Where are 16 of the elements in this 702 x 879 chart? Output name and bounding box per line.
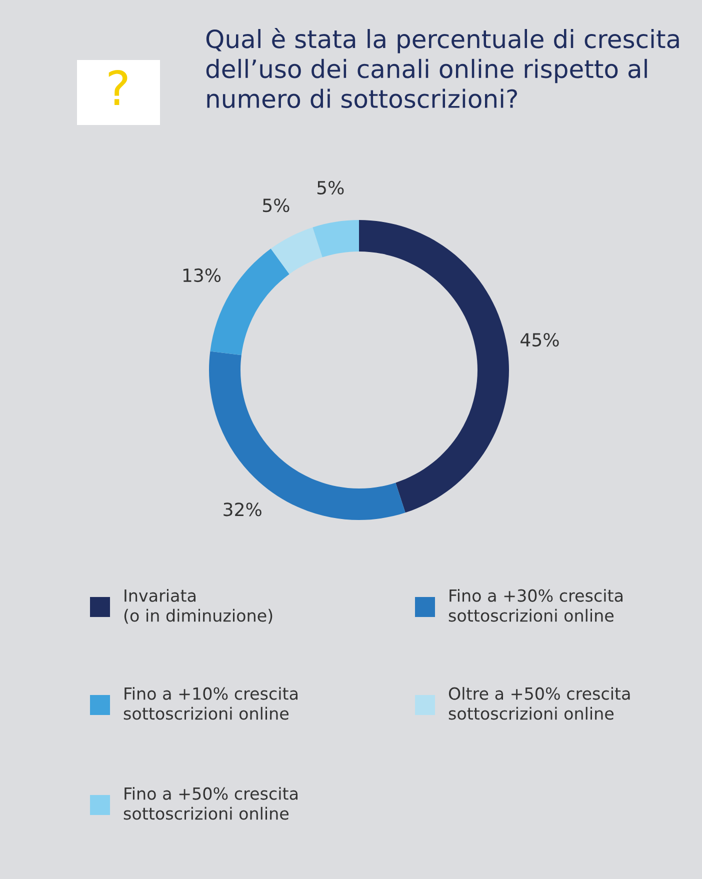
data-label: 13% [183,268,221,282]
data-label: 5% [317,180,344,194]
legend-label: Fino a +30% crescita sottoscrizioni online [448,588,622,622]
data-label: 32% [224,502,262,516]
donut-slice [359,220,509,513]
donut-slice [270,227,322,274]
legend-label: Invariata (o in diminuzione) [124,588,272,624]
chart-title: Qual è stata la percentuale di crescita dell’uso dei canali online rispetto al numero di sottoscrizioni? [206,28,679,108]
legend-label: Oltre a +50% crescita sottoscrizioni online [448,686,630,720]
data-label: 5% [262,198,290,212]
donut-slice [312,220,359,258]
legend-label: Fino a +10% crescita sottoscrizioni online [124,686,298,720]
legend-label: Fino a +50% crescita sottoscrizioni online [124,786,298,820]
text: ? [108,70,128,106]
data-label: 45% [520,332,559,347]
donut-slice [209,351,406,520]
